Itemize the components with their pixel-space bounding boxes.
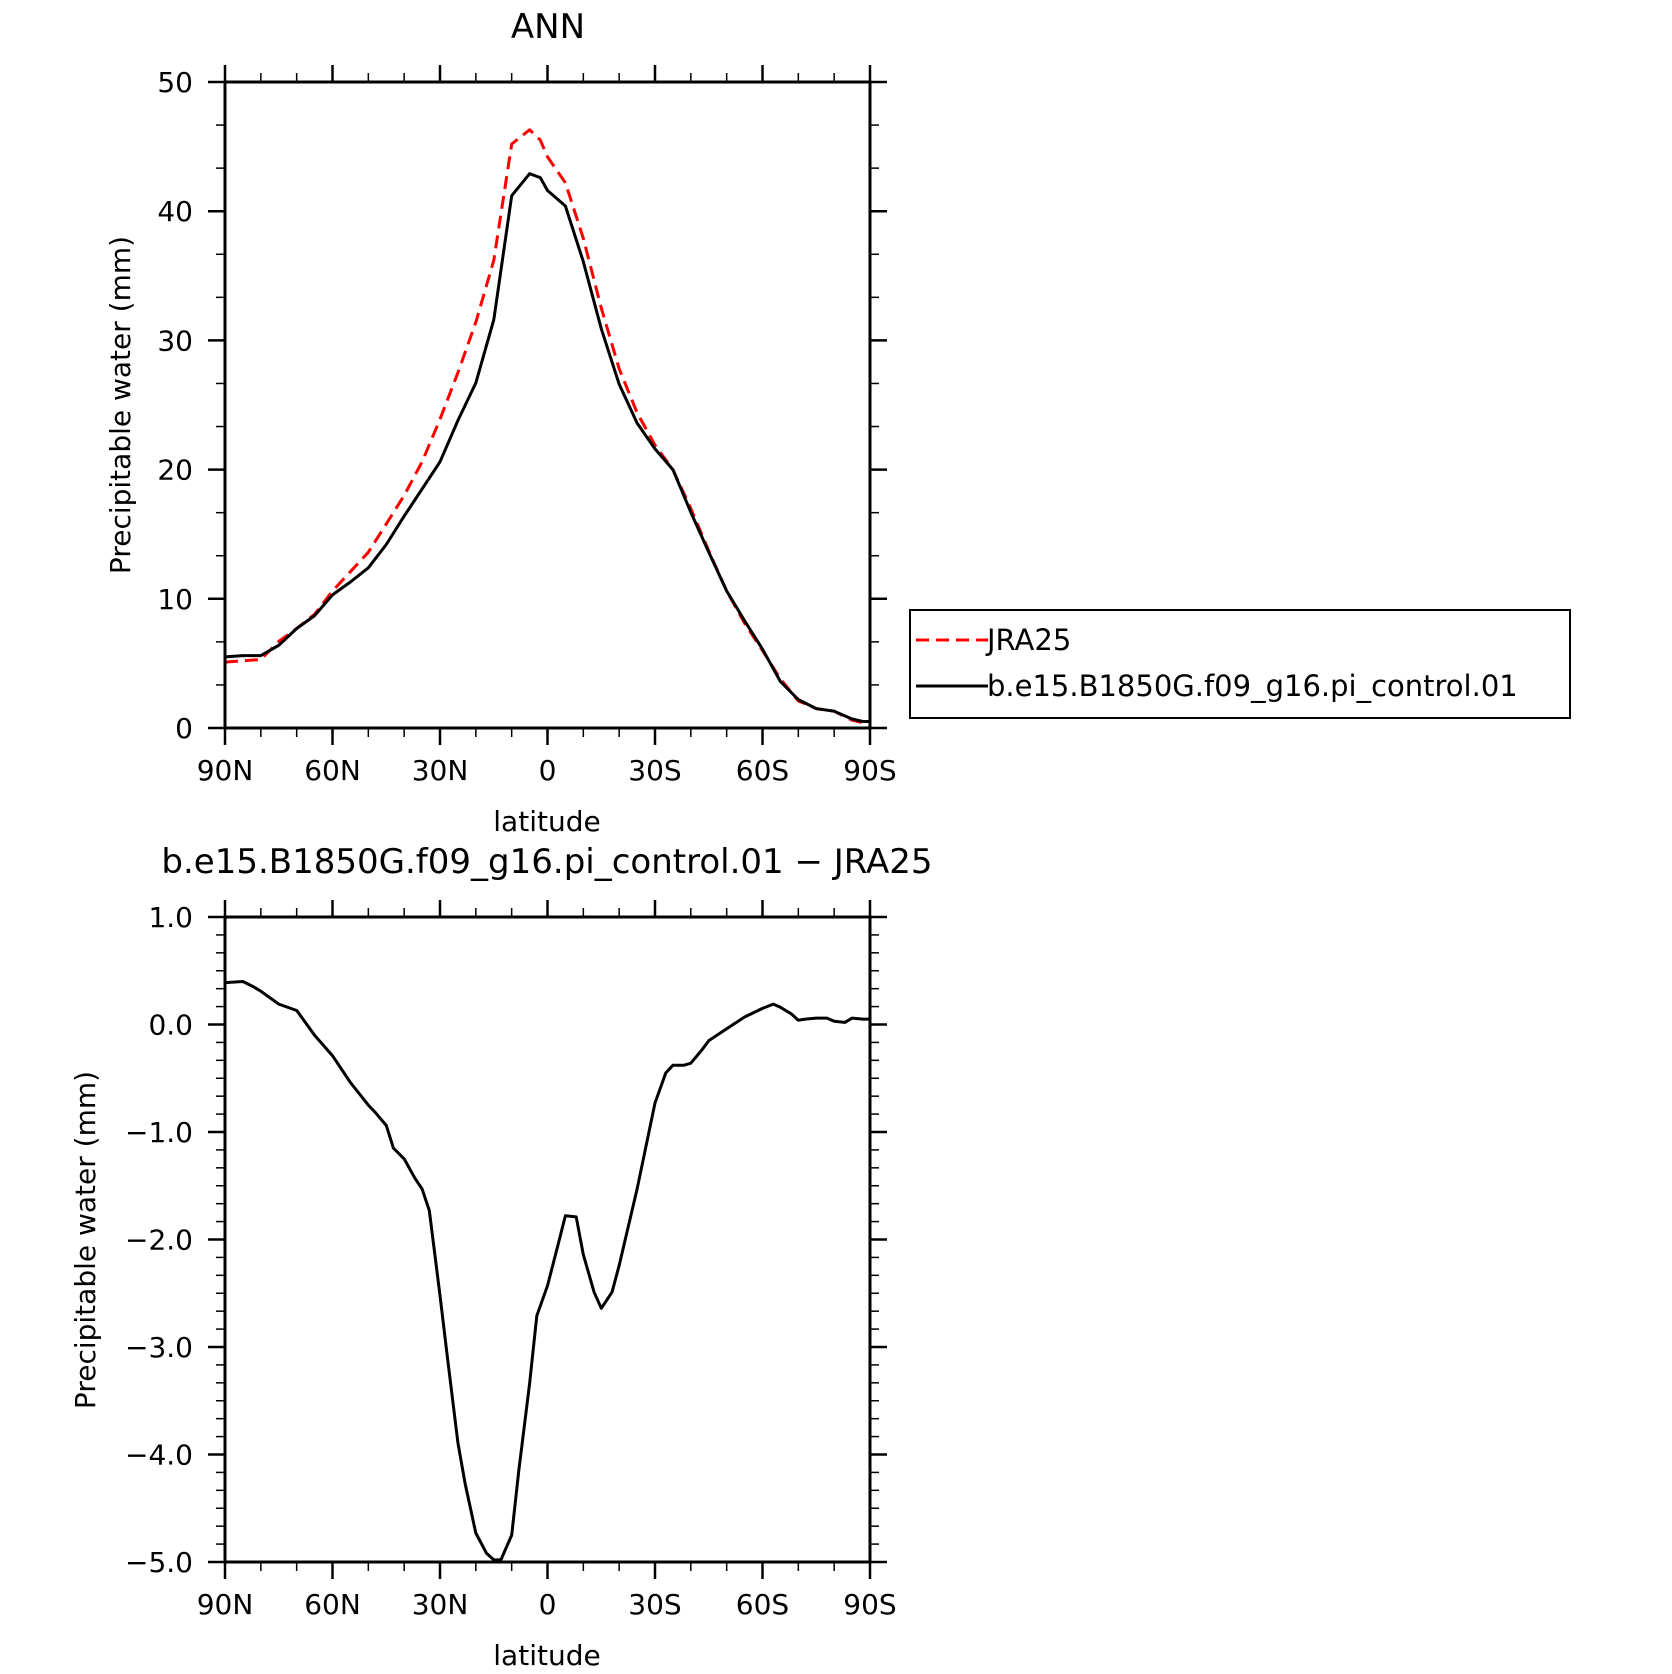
tick-labels: 0 10 20 30 40 50 90N 60N 30N 0 30S 60S 90S [157,66,896,787]
x-tick-label: 90S [843,1588,896,1621]
legend: JRA25 b.e15.B1850G.f09_g16.pi_control.01 [909,609,1571,719]
legend-label-jra25: JRA25 [985,623,1071,657]
y-tick-label: −5.0 [125,1546,193,1579]
series-line-0 [224,980,870,1562]
x-tick-label: 90N [197,754,254,787]
x-axis-label: latitude [493,805,600,838]
y-tick-label: −2.0 [125,1224,193,1257]
y-axis-label: Precipitable water (mm) [69,1071,102,1409]
x-tick-label: 60N [304,754,361,787]
x-tick-label: 30S [628,754,681,787]
x-tick-label: 60S [736,754,789,787]
x-tick-label: 0 [539,754,557,787]
legend-box [909,609,1571,719]
chart-title: b.e15.B1850G.f09_g16.pi_control.01 − JRA… [161,842,932,882]
x-tick-label: 0 [539,1588,557,1621]
series-line-1 [224,172,870,723]
x-tick-label: 30N [412,754,469,787]
y-tick-label: −3.0 [125,1331,193,1364]
plot-frame [223,915,872,1564]
y-tick-label: 0 [175,712,193,745]
chart-title: ANN [511,7,585,47]
plot-frame [223,80,872,730]
y-tick-label: 10 [157,583,193,616]
tick-marks [208,65,887,745]
y-tick-label: −1.0 [125,1116,193,1149]
y-tick-label: 50 [157,66,193,99]
x-tick-label: 90S [843,754,896,787]
x-tick-label: 30S [628,1588,681,1621]
panel-mean-chart: ANN 0 10 20 30 40 50 90N 60N 30N 0 30S 60S 90S latit… [104,7,897,838]
x-tick-label: 60N [304,1588,361,1621]
y-tick-label: 0.0 [148,1009,193,1042]
y-tick-label: 40 [157,195,193,228]
y-axis-label: Precipitable water (mm) [104,236,137,574]
x-tick-label: 60S [736,1588,789,1621]
y-tick-label: 30 [157,324,193,357]
x-tick-label: 30N [412,1588,469,1621]
x-axis-label: latitude [493,1639,600,1672]
x-tick-label: 90N [197,1588,254,1621]
y-tick-label: 20 [157,454,193,487]
y-tick-label: −4.0 [125,1439,193,1472]
panel-difference-chart: b.e15.B1850G.f09_g16.pi_control.01 − JRA… [69,842,933,1672]
series-layer [224,980,870,1562]
legend-label-model: b.e15.B1850G.f09_g16.pi_control.01 [987,669,1518,703]
series-layer [224,128,871,725]
y-tick-label: 1.0 [148,901,193,934]
